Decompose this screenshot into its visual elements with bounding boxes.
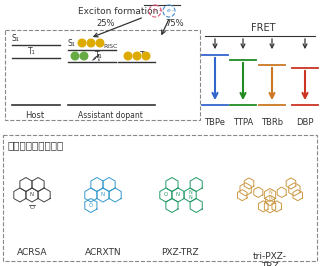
Circle shape [133,52,141,60]
Text: TBPe: TBPe [204,118,226,127]
Text: Assistant dopant: Assistant dopant [77,111,142,120]
Circle shape [87,39,95,47]
Text: N
N: N N [188,190,192,200]
Bar [5,30,200,120]
Text: O: O [164,193,168,197]
Text: S₁: S₁ [68,39,76,48]
Text: DBP: DBP [296,118,314,127]
Text: h: h [153,9,157,14]
Text: T₁: T₁ [28,47,36,56]
Text: O: O [89,203,93,208]
Text: ACRSA: ACRSA [17,248,47,257]
Text: 75%: 75% [166,19,184,28]
Text: N
N: N N [268,190,272,200]
Text: FRET: FRET [251,23,275,33]
Text: TTPA: TTPA [233,118,253,127]
Text: Exciton formation: Exciton formation [78,7,158,16]
Circle shape [80,52,88,60]
Text: N: N [30,193,34,197]
Text: T₁: T₁ [95,51,103,60]
Text: Host: Host [25,111,44,120]
Circle shape [124,52,132,60]
Bar [3,135,317,261]
Text: tri-PXZ-
TRZ: tri-PXZ- TRZ [253,252,287,266]
Text: PXZ-TRZ: PXZ-TRZ [161,248,199,257]
Text: アシストドーパント: アシストドーパント [8,140,64,150]
Circle shape [142,52,150,60]
Text: RISC: RISC [103,44,117,49]
Text: TBRb: TBRb [261,118,283,127]
Text: O: O [29,205,35,210]
Text: ACRXTN: ACRXTN [85,248,121,257]
Text: -: - [172,9,174,14]
Circle shape [96,39,104,47]
Text: N: N [101,193,105,197]
Text: 25%: 25% [97,19,115,28]
Text: e: e [167,9,171,14]
Text: +: + [158,9,162,14]
Circle shape [71,52,79,60]
Text: T₁: T₁ [140,51,148,60]
Circle shape [78,39,86,47]
Text: N: N [176,193,180,197]
Text: S₁: S₁ [12,34,20,43]
